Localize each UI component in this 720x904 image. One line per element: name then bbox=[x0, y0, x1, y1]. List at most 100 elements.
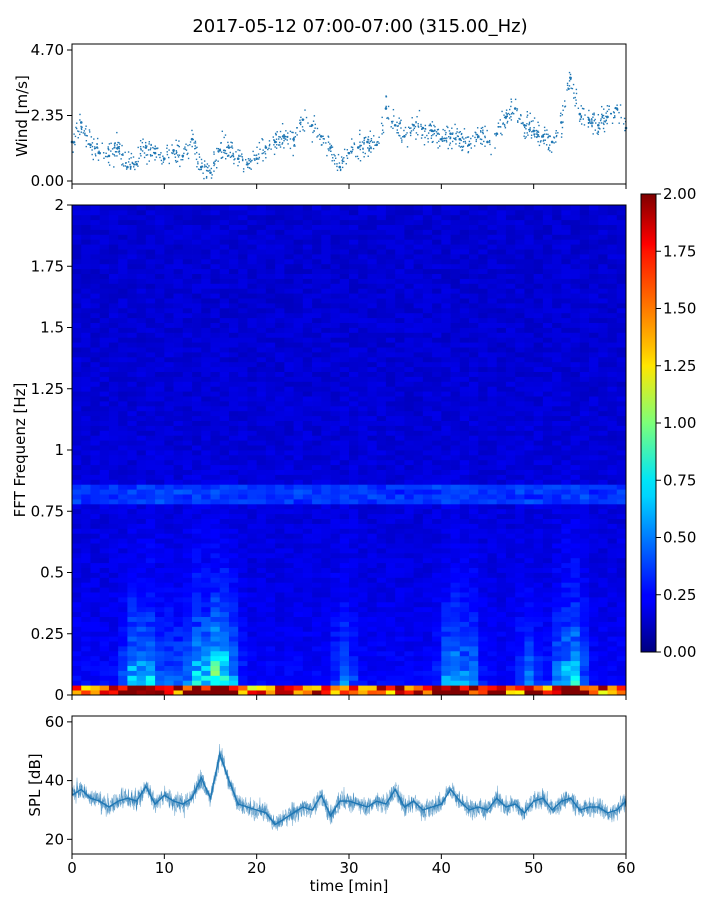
spectrogram-cell bbox=[321, 352, 331, 357]
spectrogram-cell bbox=[137, 391, 147, 396]
spectrogram-cell bbox=[367, 533, 377, 538]
spectrogram-cell bbox=[275, 543, 285, 548]
spectrogram-cell bbox=[349, 283, 359, 288]
spectrogram-cell bbox=[257, 568, 267, 573]
spectrogram-cell bbox=[192, 293, 202, 298]
spectrogram-cell bbox=[192, 494, 202, 499]
spectrogram-cell bbox=[275, 391, 285, 396]
spectrogram-cell bbox=[155, 381, 165, 386]
wind-scatter-mark bbox=[204, 166, 205, 167]
spectrogram-cell bbox=[275, 303, 285, 308]
spectrogram-cell bbox=[127, 367, 137, 372]
spectrogram-cell bbox=[395, 220, 405, 225]
spectrogram-cell bbox=[164, 279, 174, 284]
wind-scatter-mark bbox=[588, 117, 589, 118]
spectrogram-cell bbox=[247, 279, 257, 284]
spectrogram-cell bbox=[275, 337, 285, 342]
spectrogram-cell bbox=[331, 582, 341, 587]
spectrogram-cell bbox=[100, 519, 110, 524]
spectrogram-cell bbox=[386, 367, 396, 372]
spectrogram-cell bbox=[81, 514, 91, 519]
spectrogram-cell bbox=[174, 308, 184, 313]
spectrogram-cell bbox=[294, 651, 304, 656]
spectrogram-cell bbox=[192, 362, 202, 367]
spectrogram-cell bbox=[72, 651, 82, 656]
spectrogram-cell bbox=[414, 372, 424, 377]
spectrogram-cell bbox=[294, 308, 304, 313]
spectrogram-cell bbox=[367, 298, 377, 303]
spectrogram-cell bbox=[247, 553, 257, 558]
spectrogram-cell bbox=[100, 573, 110, 578]
spectrogram-cell bbox=[81, 347, 91, 352]
spectrogram-cell bbox=[164, 514, 174, 519]
spectrogram-cell bbox=[312, 381, 322, 386]
spectrogram-cell bbox=[146, 636, 156, 641]
spectrogram-cell bbox=[395, 411, 405, 416]
wind-scatter-mark bbox=[107, 156, 108, 157]
spectrogram-cell bbox=[155, 675, 165, 680]
spectrogram-cell bbox=[229, 283, 239, 288]
spectrogram-cell bbox=[321, 264, 331, 269]
spectrogram-cell bbox=[257, 396, 267, 401]
spectrogram-cell bbox=[127, 352, 137, 357]
spectrogram-cell bbox=[127, 524, 137, 529]
spectrogram-cell bbox=[386, 680, 396, 685]
spectrogram-cell bbox=[294, 220, 304, 225]
spectrogram-cell bbox=[312, 230, 322, 235]
wind-scatter-mark bbox=[590, 123, 591, 124]
spectrogram-cell bbox=[90, 303, 100, 308]
spectrogram-cell bbox=[303, 401, 313, 406]
spectrogram-cell bbox=[118, 352, 128, 357]
spectrogram-cell bbox=[414, 445, 424, 450]
wind-scatter-mark bbox=[531, 131, 532, 132]
spectrogram-cell bbox=[81, 661, 91, 666]
spectrogram-cell bbox=[414, 279, 424, 284]
spectrogram-cell bbox=[404, 582, 414, 587]
spectrogram-cell bbox=[340, 372, 350, 377]
spectrogram-cell bbox=[312, 675, 322, 680]
spectrogram-cell bbox=[90, 587, 100, 592]
spectrogram-cell bbox=[266, 352, 276, 357]
spectrogram-cell bbox=[266, 234, 276, 239]
spectrogram-cell bbox=[312, 293, 322, 298]
spectrogram-cell bbox=[146, 391, 156, 396]
spectrogram-cell bbox=[395, 656, 405, 661]
spectrogram-cell bbox=[303, 661, 313, 666]
spectrogram-cell bbox=[72, 313, 82, 318]
spectrogram-cell bbox=[395, 337, 405, 342]
spectrogram-cell bbox=[238, 205, 248, 210]
spectrogram-cell bbox=[192, 318, 202, 323]
spectrogram-cell bbox=[81, 225, 91, 230]
spectrogram-cell bbox=[294, 631, 304, 636]
spectrogram-cell bbox=[386, 362, 396, 367]
spectrogram-cell bbox=[377, 631, 387, 636]
spectrogram-cell bbox=[358, 524, 368, 529]
wind-scatter-mark bbox=[530, 113, 531, 114]
spectrogram-cell bbox=[303, 342, 313, 347]
spectrogram-cell bbox=[137, 279, 147, 284]
spectrogram-cell bbox=[367, 607, 377, 612]
spectrogram-cell bbox=[404, 347, 414, 352]
spectrogram-cell bbox=[201, 239, 211, 244]
spectrogram-cell bbox=[155, 426, 165, 431]
spectrogram-cell bbox=[174, 298, 184, 303]
spectrogram-cell bbox=[266, 592, 276, 597]
spectrogram-cell bbox=[72, 352, 82, 357]
spectrogram-cell bbox=[118, 249, 128, 254]
spectrogram-cell bbox=[386, 215, 396, 220]
wind-scatter-mark bbox=[455, 133, 456, 134]
spectrogram-cell bbox=[247, 293, 257, 298]
spectrogram-cell bbox=[395, 465, 405, 470]
spectrogram-cell bbox=[174, 386, 184, 391]
spectrogram-cell bbox=[183, 499, 193, 504]
spectrogram-cell bbox=[174, 210, 184, 215]
wind-scatter-mark bbox=[300, 124, 301, 125]
spectrogram-cell bbox=[275, 455, 285, 460]
spectrogram-cell bbox=[340, 313, 350, 318]
spectrogram-cell bbox=[247, 445, 257, 450]
wind-scatter-mark bbox=[410, 135, 411, 136]
spectrogram-cell bbox=[118, 666, 128, 671]
spectrogram-cell bbox=[81, 460, 91, 465]
spectrogram-cell bbox=[321, 685, 331, 690]
spectrogram-cell bbox=[81, 215, 91, 220]
